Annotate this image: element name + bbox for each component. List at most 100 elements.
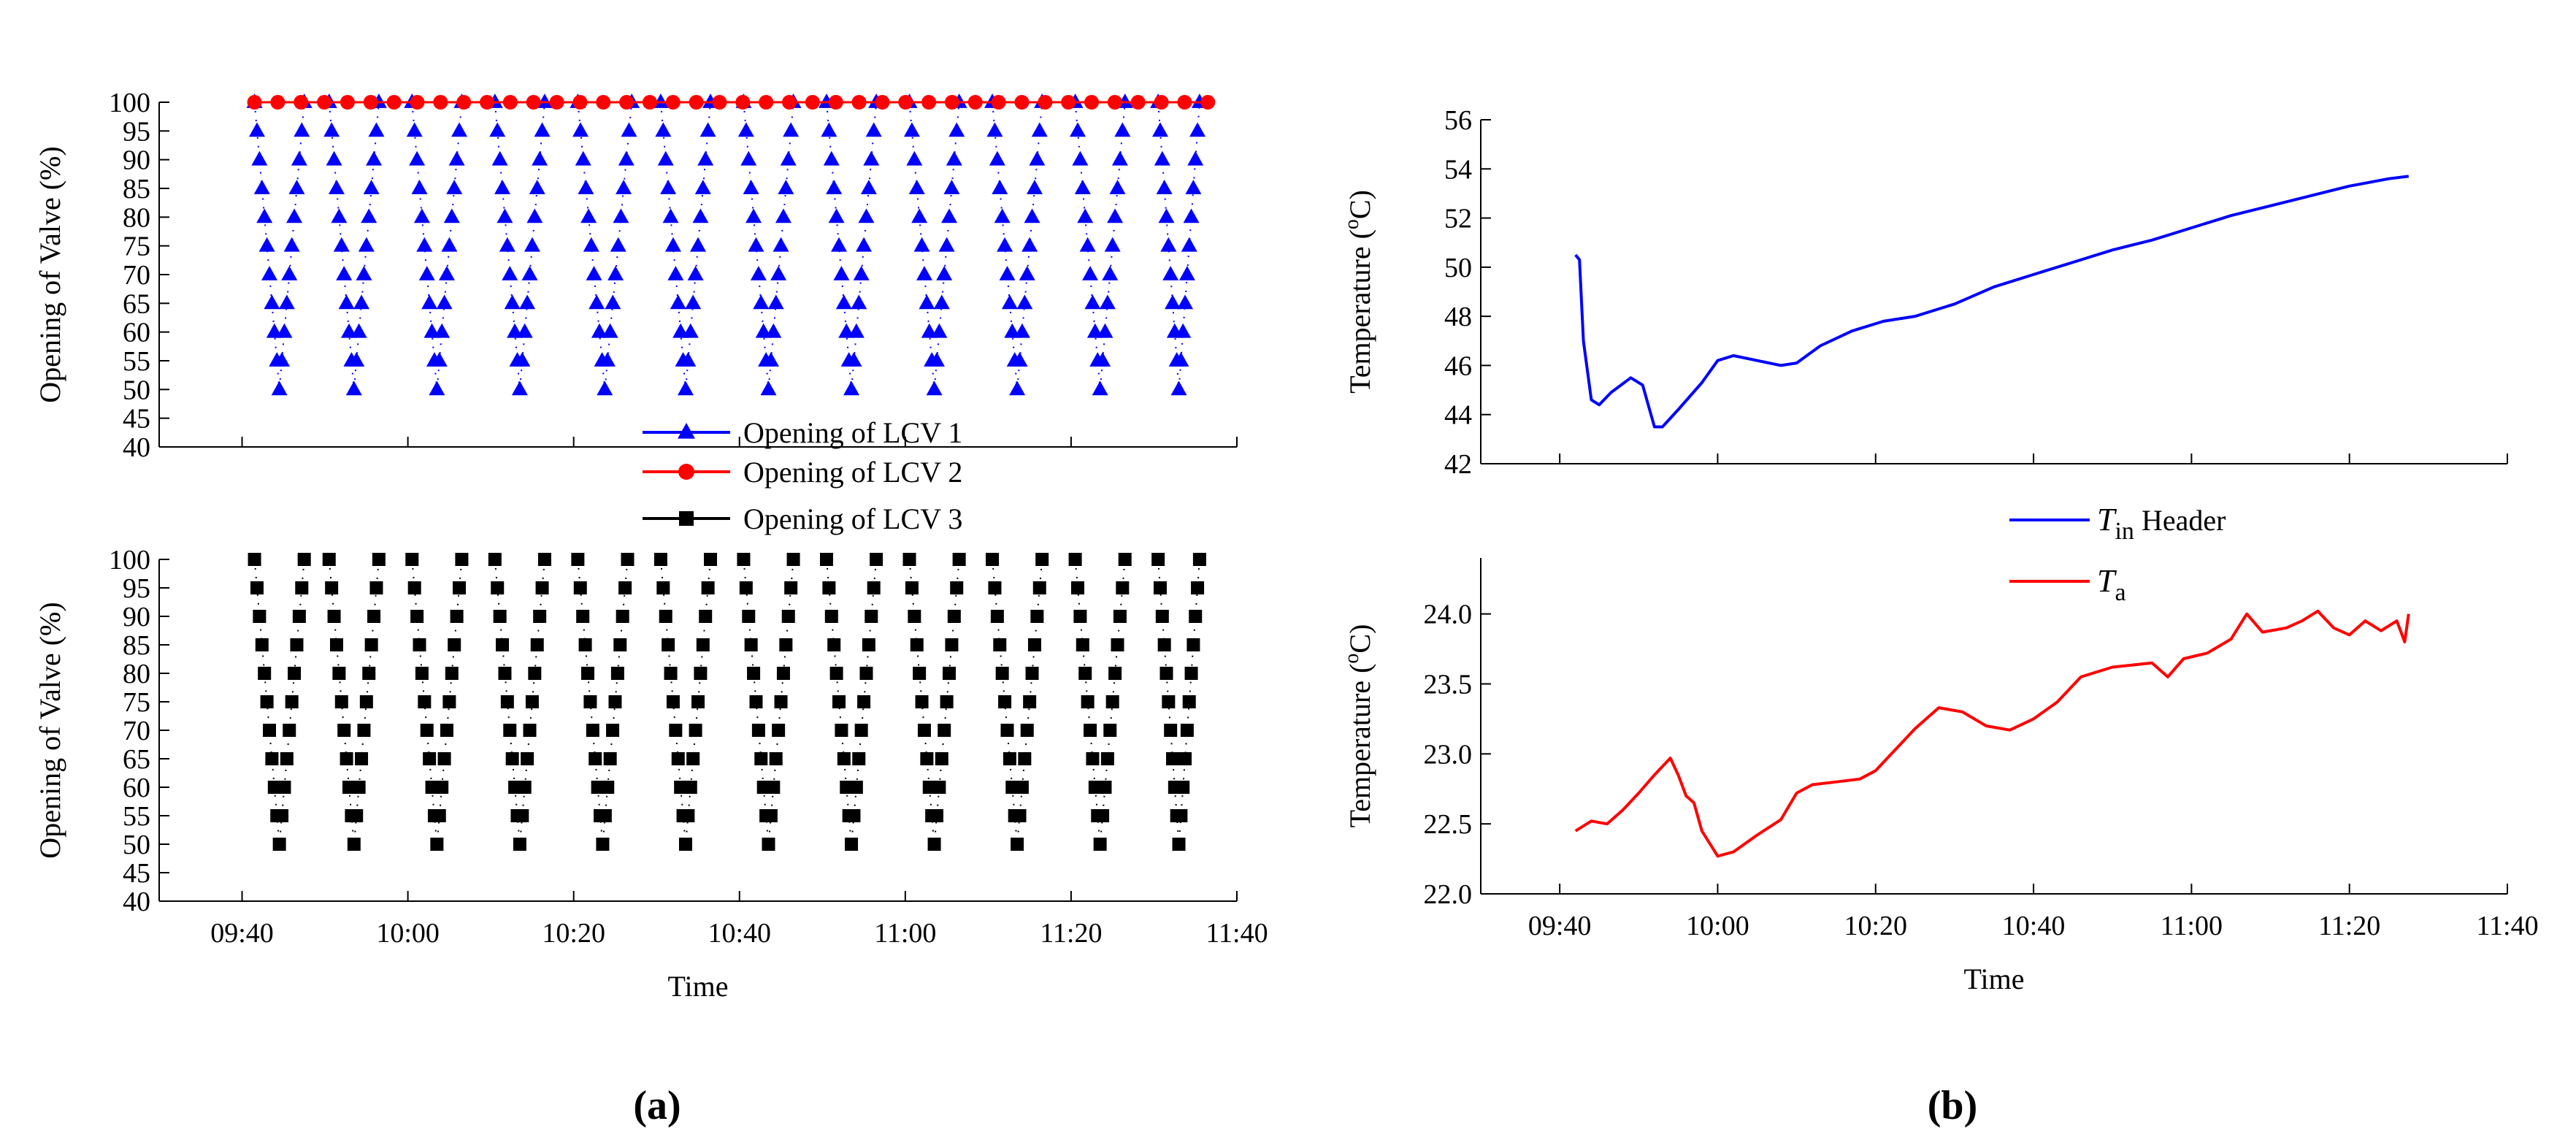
point-triangle: [504, 294, 521, 310]
point-triangle: [348, 352, 365, 367]
point-circle: [1154, 95, 1169, 110]
point-square: [332, 667, 346, 680]
point-square: [854, 724, 868, 737]
point-square: [1157, 638, 1171, 651]
legend-a-label: Opening of LCV 1: [743, 416, 962, 449]
point-square: [515, 809, 529, 822]
point-circle: [735, 95, 751, 110]
point-square: [1013, 809, 1027, 822]
y-tick-label: 40: [123, 887, 150, 917]
point-triangle: [780, 150, 797, 166]
point-square: [1155, 610, 1169, 623]
point-triangle: [823, 150, 840, 166]
point-square: [1086, 752, 1100, 765]
point-triangle: [1097, 323, 1113, 338]
point-square: [521, 752, 534, 765]
point-square: [437, 752, 451, 765]
point-square: [1020, 724, 1034, 737]
point-square: [372, 553, 386, 566]
y-tick-label: 100: [109, 88, 150, 118]
point-circle: [363, 95, 378, 110]
point-circle: [1038, 95, 1053, 110]
point-square: [772, 724, 786, 737]
point-triangle: [575, 150, 591, 166]
point-triangle: [288, 180, 305, 194]
point-square: [1000, 724, 1014, 737]
point-square: [694, 667, 708, 680]
point-square: [369, 581, 383, 594]
point-triangle: [368, 122, 385, 137]
point-triangle: [572, 122, 589, 137]
point-triangle: [831, 237, 848, 252]
y-tick-label: 65: [123, 288, 150, 319]
point-triangle: [919, 294, 935, 310]
legend-a-label: Opening of LCV 2: [743, 456, 962, 489]
point-square: [523, 724, 537, 737]
point-triangle: [353, 294, 370, 310]
point-triangle: [1162, 266, 1179, 280]
point-square: [1025, 667, 1039, 680]
x-tick-label: 10:40: [708, 918, 771, 949]
point-square: [260, 695, 274, 708]
point-triangle: [680, 352, 697, 367]
point-square: [932, 781, 946, 794]
point-triangle: [1173, 352, 1189, 367]
point-circle: [642, 95, 657, 110]
point-square: [367, 610, 381, 623]
point-square: [927, 838, 941, 851]
legend-a: Opening of LCV 1 Opening of LCV 2 Opening …: [643, 416, 962, 535]
y-axis-label: Temperature (oC): [1341, 190, 1376, 394]
point-triangle: [534, 122, 551, 137]
y-axis-label: Opening of Valve (%): [34, 602, 66, 858]
point-square: [827, 638, 841, 651]
y-tick-label: 48: [1444, 302, 1472, 332]
point-triangle: [1016, 294, 1033, 310]
point-square: [608, 695, 622, 708]
point-square: [915, 695, 929, 708]
point-square: [1118, 553, 1132, 566]
point-triangle: [529, 180, 545, 194]
y-tick-label: 75: [123, 687, 150, 718]
point-circle: [1200, 95, 1216, 110]
point-square: [756, 781, 770, 794]
point-triangle: [253, 180, 270, 194]
point-triangle: [491, 150, 508, 166]
y-tick-label: 54: [1444, 154, 1472, 185]
point-square: [1068, 553, 1082, 566]
point-square: [357, 724, 371, 737]
point-square: [701, 581, 715, 594]
point-triangle: [743, 180, 759, 194]
point-square: [528, 667, 542, 680]
point-square: [1116, 581, 1130, 594]
point-triangle: [361, 208, 377, 223]
point-square: [947, 610, 961, 623]
point-triangle: [997, 237, 1013, 252]
point-triangle: [1114, 122, 1131, 137]
point-triangle: [750, 266, 767, 280]
point-square: [776, 667, 790, 680]
point-square: [691, 695, 705, 708]
point-square: [679, 511, 694, 526]
point-square: [769, 752, 783, 765]
point-triangle: [1107, 208, 1124, 223]
y-tick-label: 65: [123, 744, 150, 775]
point-triangle: [441, 237, 458, 252]
point-triangle: [281, 266, 298, 280]
x-tick-label: 10:00: [1686, 911, 1749, 941]
point-triangle: [694, 180, 711, 194]
point-square: [263, 724, 277, 737]
series-line: [1574, 609, 2410, 858]
point-square: [491, 581, 505, 594]
point-square: [1184, 667, 1198, 680]
point-triangle: [406, 122, 423, 137]
point-triangle: [697, 150, 714, 166]
point-square: [1011, 838, 1024, 851]
point-square: [781, 610, 795, 623]
point-triangle: [936, 266, 953, 280]
point-circle: [270, 95, 285, 110]
point-square: [696, 638, 710, 651]
point-circle: [921, 95, 937, 110]
point-triangle: [699, 122, 716, 137]
